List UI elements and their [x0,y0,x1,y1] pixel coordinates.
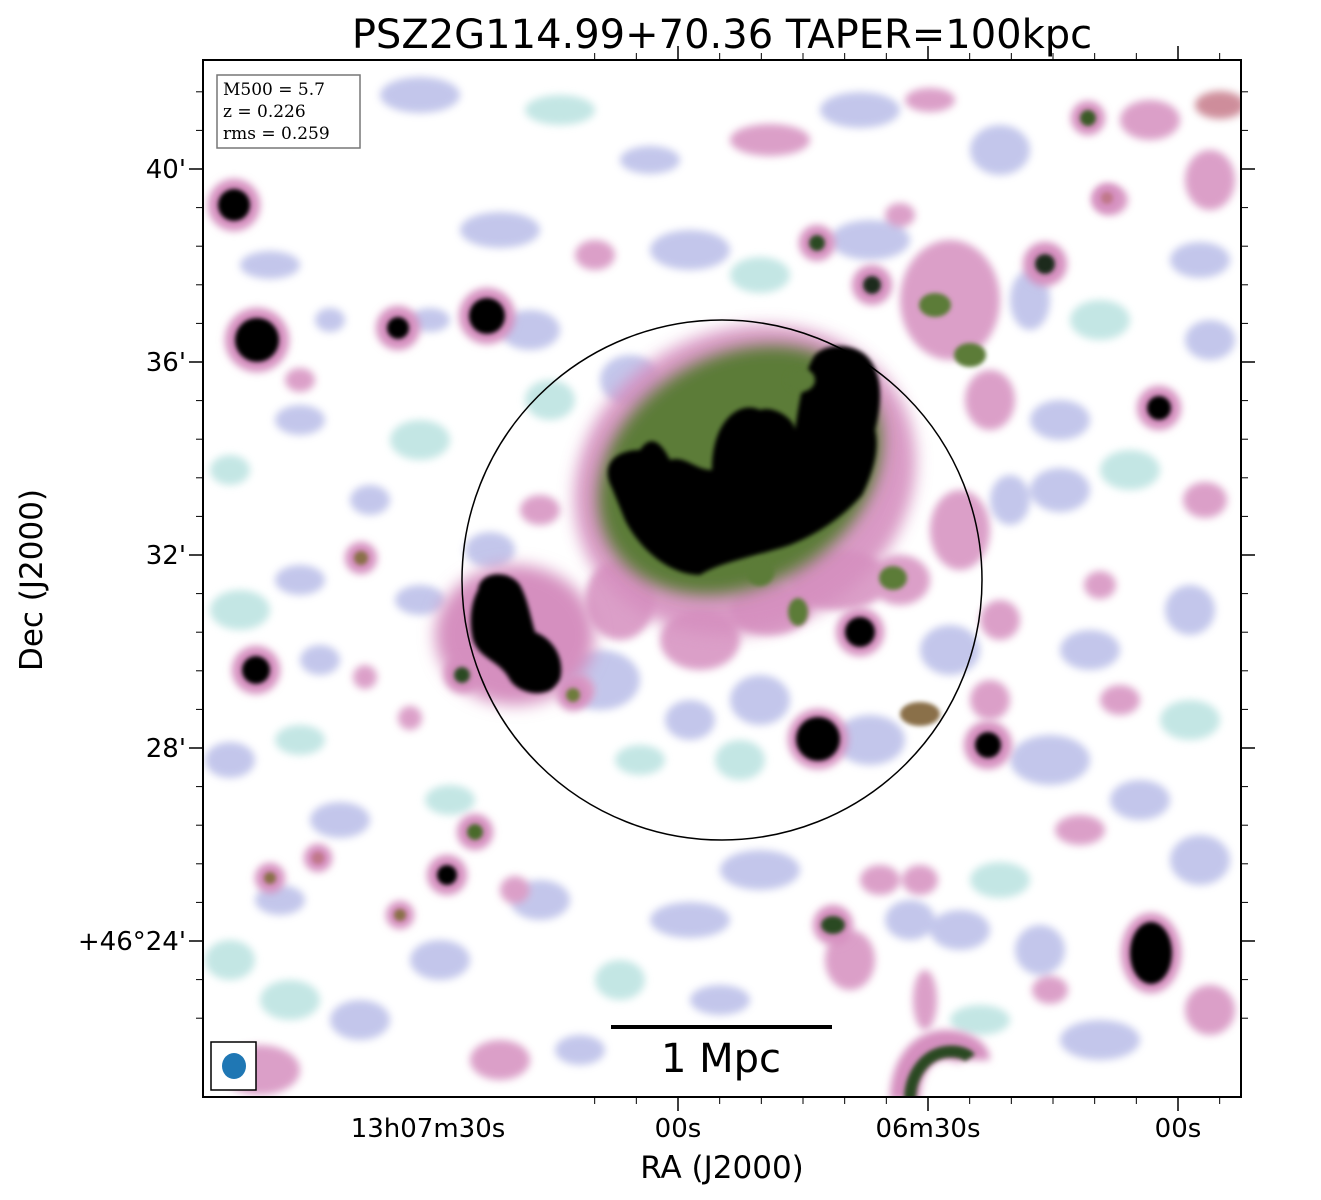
radio-source-faint-e [557,679,589,711]
radio-source-faint-c [304,844,332,872]
x-tick-label: 13h07m30s [351,1114,506,1144]
x-tick-label: 06m30s [875,1114,980,1144]
info-m500: M500 = 5.7 [223,80,325,100]
axis-ticks [189,46,1255,1111]
radio-source-14 [799,225,835,261]
radio-source-18 [813,905,853,945]
y-tick-label: 36' [146,348,186,378]
x-axis-label: RA (J2000) [640,1150,804,1186]
plot-frame [202,59,1242,1098]
info-rms: rms = 0.259 [223,124,330,144]
noise-background [205,77,1241,1095]
y-tick-labels: +46°24' 28' 32' 36' 40' [78,155,186,957]
heatmap-image: 1 Mpc M500 = 5.7 z = 0.226 rms = 0.259 [203,60,1241,1097]
x-tick-label: 00s [1155,1114,1202,1144]
y-tick-label: +46°24' [78,927,186,957]
radio-source-faint-a [345,542,377,574]
radio-source-12 [1023,242,1067,286]
y-tick-label: 28' [146,734,186,764]
x-tick-label: 00s [655,1114,702,1144]
radio-source-1 [208,179,260,231]
radio-source-7 [836,608,884,656]
r500-circle [461,319,983,841]
radio-source-faint-d [386,901,414,929]
radio-source-10 [1121,913,1181,993]
radio-source-5 [232,646,280,694]
radio-source-4 [459,288,515,344]
radio-source-6 [788,709,848,769]
info-box [216,74,361,149]
radio-source-2 [225,308,289,372]
y-tick-label: 32' [146,541,186,571]
y-tick-label: 40' [146,155,186,185]
extended-radio-source [574,293,986,726]
radio-source-13 [852,265,892,305]
radio-source-8 [964,721,1012,769]
radio-source-9 [1137,386,1181,430]
y-axis-label: Dec (J2000) [14,489,50,671]
info-redshift: z = 0.226 [223,102,306,122]
radio-source-16 [444,657,480,693]
radio-source-bottom-arc [890,1029,990,1097]
beam-ellipse [222,1053,246,1079]
radio-source-3 [376,306,420,350]
chart-title: PSZ2G114.99+70.36 TAPER=100kpc [352,12,1092,58]
radio-source-faint-b [255,863,285,893]
x-tick-labels: 13h07m30s 00s 06m30s 00s [351,1114,1202,1144]
compact-sources [208,101,1181,1097]
radio-source-17 [457,814,493,850]
radio-source-11 [427,855,467,895]
radio-source-15 [1071,101,1105,135]
scale-bar-label: 1 Mpc [661,1036,781,1082]
radio-source-faint-f [1093,184,1121,212]
